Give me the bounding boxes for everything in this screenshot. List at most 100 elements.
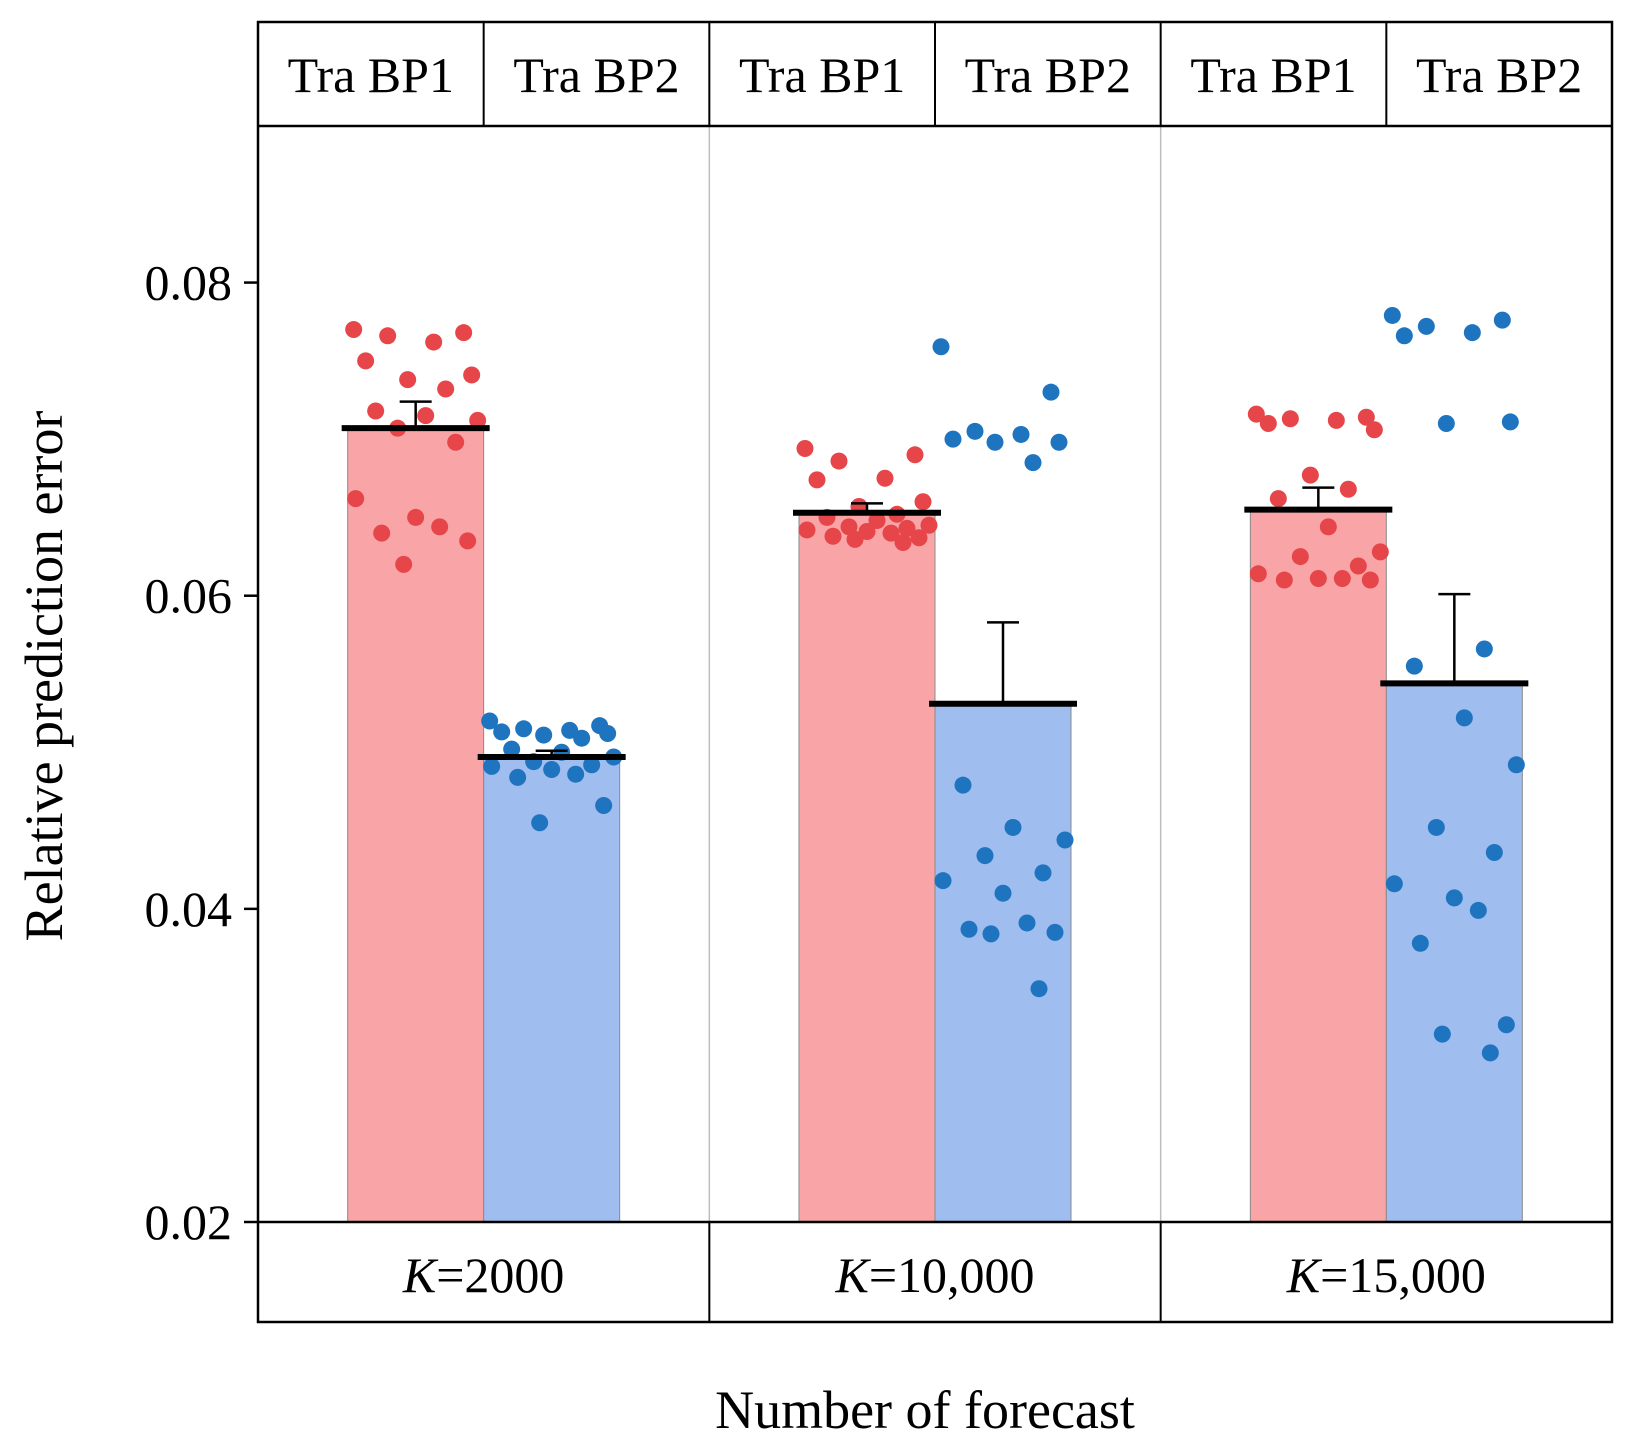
- data-point: [830, 452, 848, 470]
- data-point: [425, 333, 443, 351]
- group-label: K=10,000: [834, 1247, 1034, 1303]
- data-point: [509, 768, 527, 786]
- y-axis-label: Relative prediction error: [14, 411, 74, 942]
- data-point: [373, 524, 391, 542]
- group-label-value: =10,000: [869, 1247, 1035, 1303]
- data-point: [567, 765, 585, 783]
- data-point: [934, 872, 952, 890]
- data-point: [1481, 1044, 1499, 1062]
- data-point: [379, 327, 397, 345]
- data-point: [535, 726, 553, 744]
- data-point: [1361, 571, 1379, 589]
- data-point: [455, 324, 473, 342]
- data-point: [1507, 756, 1525, 774]
- data-point: [407, 508, 425, 526]
- data-point: [1339, 480, 1357, 498]
- data-point: [447, 433, 465, 451]
- data-point: [1030, 980, 1048, 998]
- data-point: [1259, 414, 1277, 432]
- data-point: [858, 523, 876, 541]
- data-point: [1024, 454, 1042, 472]
- data-point: [954, 776, 972, 794]
- data-point: [1309, 569, 1327, 587]
- data-point: [986, 433, 1004, 451]
- data-point: [395, 555, 413, 573]
- data-point: [914, 493, 932, 511]
- data-point: [1385, 875, 1403, 893]
- data-point: [1469, 901, 1487, 919]
- x-axis-label: Number of forecast: [715, 1380, 1135, 1440]
- data-point: [994, 884, 1012, 902]
- data-point: [357, 352, 375, 370]
- data-point: [920, 516, 938, 534]
- data-point: [808, 471, 826, 489]
- data-point: [481, 712, 499, 730]
- data-point: [417, 407, 435, 425]
- data-point: [1445, 889, 1463, 907]
- points-layer: [345, 306, 1525, 1062]
- data-point: [367, 402, 385, 420]
- group-label: K=15,000: [1286, 1247, 1486, 1303]
- data-point: [1427, 818, 1445, 836]
- data-point: [1349, 557, 1367, 575]
- bar-tra-bp1-group-3: [1249, 509, 1387, 1223]
- series-header-layer: Tra BP1 Tra BP2 Tra BP1 Tra BP2 Tra BP1 Tra B…: [288, 47, 1583, 103]
- data-point: [1493, 311, 1511, 329]
- series-header-label: Tra BP1: [1190, 47, 1356, 103]
- data-point: [1395, 327, 1413, 345]
- data-point: [846, 530, 864, 548]
- data-point: [599, 724, 617, 742]
- series-header-label: Tra BP2: [513, 47, 679, 103]
- data-point: [882, 524, 900, 542]
- data-point: [595, 797, 613, 815]
- bar-tra-bp1-group-2: [798, 512, 936, 1223]
- data-point: [493, 723, 511, 741]
- data-point: [1405, 657, 1423, 675]
- data-point: [483, 757, 501, 775]
- data-point: [1501, 413, 1519, 431]
- data-point: [1327, 411, 1345, 429]
- data-point: [347, 490, 365, 508]
- data-point: [583, 756, 601, 774]
- data-point: [898, 519, 916, 537]
- data-point: [1249, 565, 1267, 583]
- bar-tra-bp2-group-1: [483, 756, 621, 1223]
- series-header-label: Tra BP1: [739, 47, 905, 103]
- group-label-value: =2000: [436, 1247, 564, 1303]
- data-point: [798, 521, 816, 539]
- series-header-label: Tra BP2: [965, 47, 1131, 103]
- data-point: [944, 430, 962, 448]
- error-bars-layer: [341, 400, 1529, 760]
- group-label-variable: K: [1286, 1247, 1323, 1303]
- data-point: [1291, 548, 1309, 566]
- data-point: [463, 366, 481, 384]
- data-point: [1357, 408, 1375, 426]
- data-point: [876, 469, 894, 487]
- data-point: [1463, 324, 1481, 342]
- data-point: [910, 529, 928, 547]
- data-point: [1333, 569, 1351, 587]
- data-point: [894, 533, 912, 551]
- data-point: [1018, 914, 1036, 932]
- data-point: [515, 720, 533, 738]
- data-point: [1433, 1025, 1451, 1043]
- data-point: [531, 814, 549, 832]
- group-label-variable: K: [834, 1247, 871, 1303]
- bar-tra-bp2-group-3: [1385, 682, 1523, 1223]
- data-point: [1050, 433, 1068, 451]
- outer-frame: [256, 20, 1614, 1324]
- group-label-variable: K: [402, 1247, 439, 1303]
- y-tick-label: 0.02: [145, 1194, 233, 1250]
- y-tick-label: 0.04: [145, 881, 233, 937]
- data-point: [1046, 923, 1064, 941]
- y-tick-label: 0.08: [145, 255, 233, 311]
- data-point: [1034, 864, 1052, 882]
- data-point: [561, 721, 579, 739]
- data-point: [932, 338, 950, 356]
- data-point: [503, 740, 521, 758]
- group-label-value: =15,000: [1320, 1247, 1486, 1303]
- data-point: [1301, 466, 1319, 484]
- data-point: [431, 518, 449, 536]
- data-point: [459, 532, 477, 550]
